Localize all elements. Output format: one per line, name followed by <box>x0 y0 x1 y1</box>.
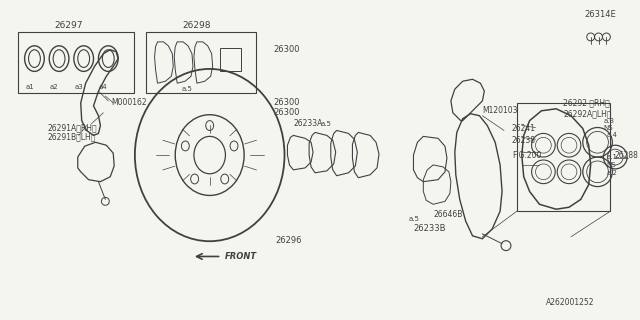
Text: 26296: 26296 <box>276 236 302 245</box>
Text: 26300: 26300 <box>274 99 300 108</box>
Text: 26241: 26241 <box>512 124 536 133</box>
Text: M000162: M000162 <box>111 99 147 108</box>
Text: a.5: a.5 <box>182 86 193 92</box>
Text: 26238: 26238 <box>512 136 536 145</box>
Text: a.1: a.1 <box>607 154 618 160</box>
Text: a1: a1 <box>25 84 34 90</box>
Text: a.2: a.2 <box>607 170 618 176</box>
Text: a.5: a.5 <box>408 216 419 222</box>
Text: FRONT: FRONT <box>225 252 257 261</box>
Text: 26288: 26288 <box>614 151 638 160</box>
Bar <box>517 103 611 211</box>
Text: a.5: a.5 <box>321 121 332 127</box>
Text: a4: a4 <box>99 84 108 90</box>
Text: 26646B: 26646B <box>433 210 463 219</box>
Text: A262001252: A262001252 <box>547 298 595 307</box>
Text: NS: NS <box>604 124 613 131</box>
Text: M120103: M120103 <box>483 106 518 115</box>
Text: 26291A〈RH〉: 26291A〈RH〉 <box>47 123 97 132</box>
Text: 26314E: 26314E <box>585 10 616 19</box>
Bar <box>220 48 241 71</box>
Text: 26300: 26300 <box>274 108 300 117</box>
Text: 26233A: 26233A <box>293 119 323 128</box>
Text: a.3: a.3 <box>604 118 614 124</box>
Text: 26292 〈RH〉: 26292 〈RH〉 <box>563 99 610 108</box>
Text: a3: a3 <box>74 84 83 90</box>
Bar <box>146 32 256 93</box>
Text: FIG.200: FIG.200 <box>512 151 541 160</box>
Text: 26233B: 26233B <box>413 224 446 233</box>
Text: 26298: 26298 <box>182 20 211 30</box>
Text: 26291B〈LH〉: 26291B〈LH〉 <box>47 133 95 142</box>
Text: a2: a2 <box>50 84 58 90</box>
Text: a.4: a.4 <box>607 132 618 138</box>
Bar <box>18 32 134 93</box>
Text: 26297: 26297 <box>54 20 83 30</box>
Text: 26300: 26300 <box>274 45 300 54</box>
Text: NS: NS <box>607 162 616 168</box>
Text: 26292A〈LH〉: 26292A〈LH〉 <box>563 109 612 118</box>
